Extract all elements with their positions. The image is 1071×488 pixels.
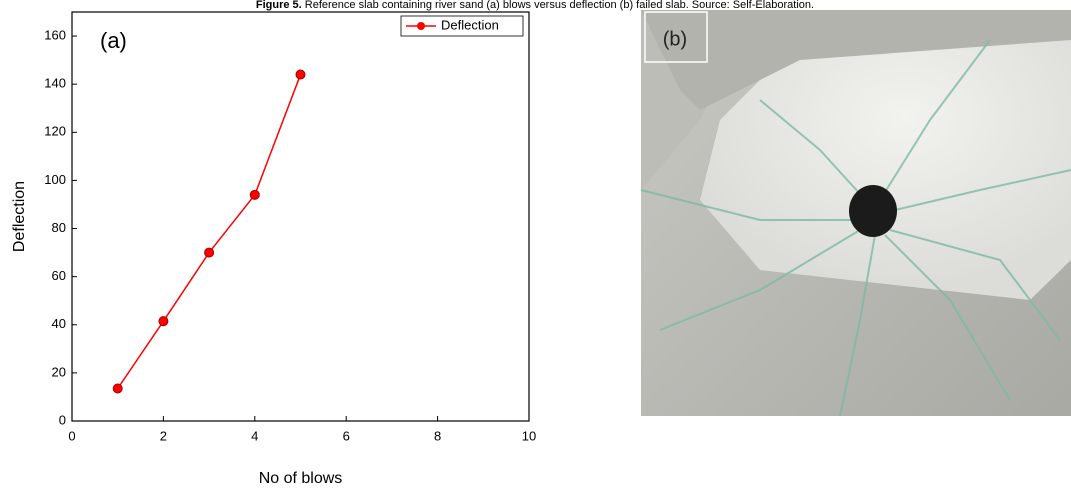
photo-label: (b) bbox=[663, 28, 687, 50]
x-tick-label: 0 bbox=[68, 428, 75, 443]
x-tick-label: 4 bbox=[251, 428, 258, 443]
y-axis-label: Deflection bbox=[11, 181, 28, 252]
y-tick-label: 20 bbox=[52, 364, 66, 379]
data-point bbox=[158, 316, 169, 327]
plot-frame bbox=[71, 11, 530, 422]
data-point bbox=[112, 383, 123, 394]
series-line bbox=[117, 74, 302, 389]
x-tick-label: 2 bbox=[160, 428, 167, 443]
caption-label: Figure 5. bbox=[256, 0, 302, 11]
x-tick-label: 6 bbox=[343, 428, 350, 443]
data-point bbox=[204, 247, 215, 258]
x-tick-label: 8 bbox=[434, 428, 441, 443]
legend-box bbox=[400, 15, 524, 37]
y-tick-label: 120 bbox=[44, 124, 66, 139]
y-tick-label: 40 bbox=[52, 316, 66, 331]
y-tick-label: 80 bbox=[52, 220, 66, 235]
chart: 0 20 40 60 80 100 120 140 160 0 2 4 6 8 10 No of blows D… bbox=[11, 11, 536, 487]
y-tick-label: 100 bbox=[44, 172, 66, 187]
photo: (b) bbox=[640, 10, 1071, 417]
panel-label: (a) bbox=[100, 28, 127, 53]
y-tick-label: 60 bbox=[52, 268, 66, 283]
data-point bbox=[249, 189, 260, 200]
caption: Figure 5. Reference slab containing rive… bbox=[256, 0, 814, 11]
data-point bbox=[295, 69, 306, 80]
y-tick-label: 140 bbox=[44, 76, 66, 91]
caption-text: Reference slab containing river sand (a)… bbox=[305, 0, 814, 11]
y-tick-label: 0 bbox=[59, 412, 66, 427]
x-axis-label: No of blows bbox=[259, 470, 343, 487]
legend-marker bbox=[417, 22, 425, 30]
y-tick-label: 160 bbox=[44, 27, 66, 42]
x-tick-label: 10 bbox=[522, 428, 536, 443]
legend-label: Deflection bbox=[441, 17, 499, 32]
